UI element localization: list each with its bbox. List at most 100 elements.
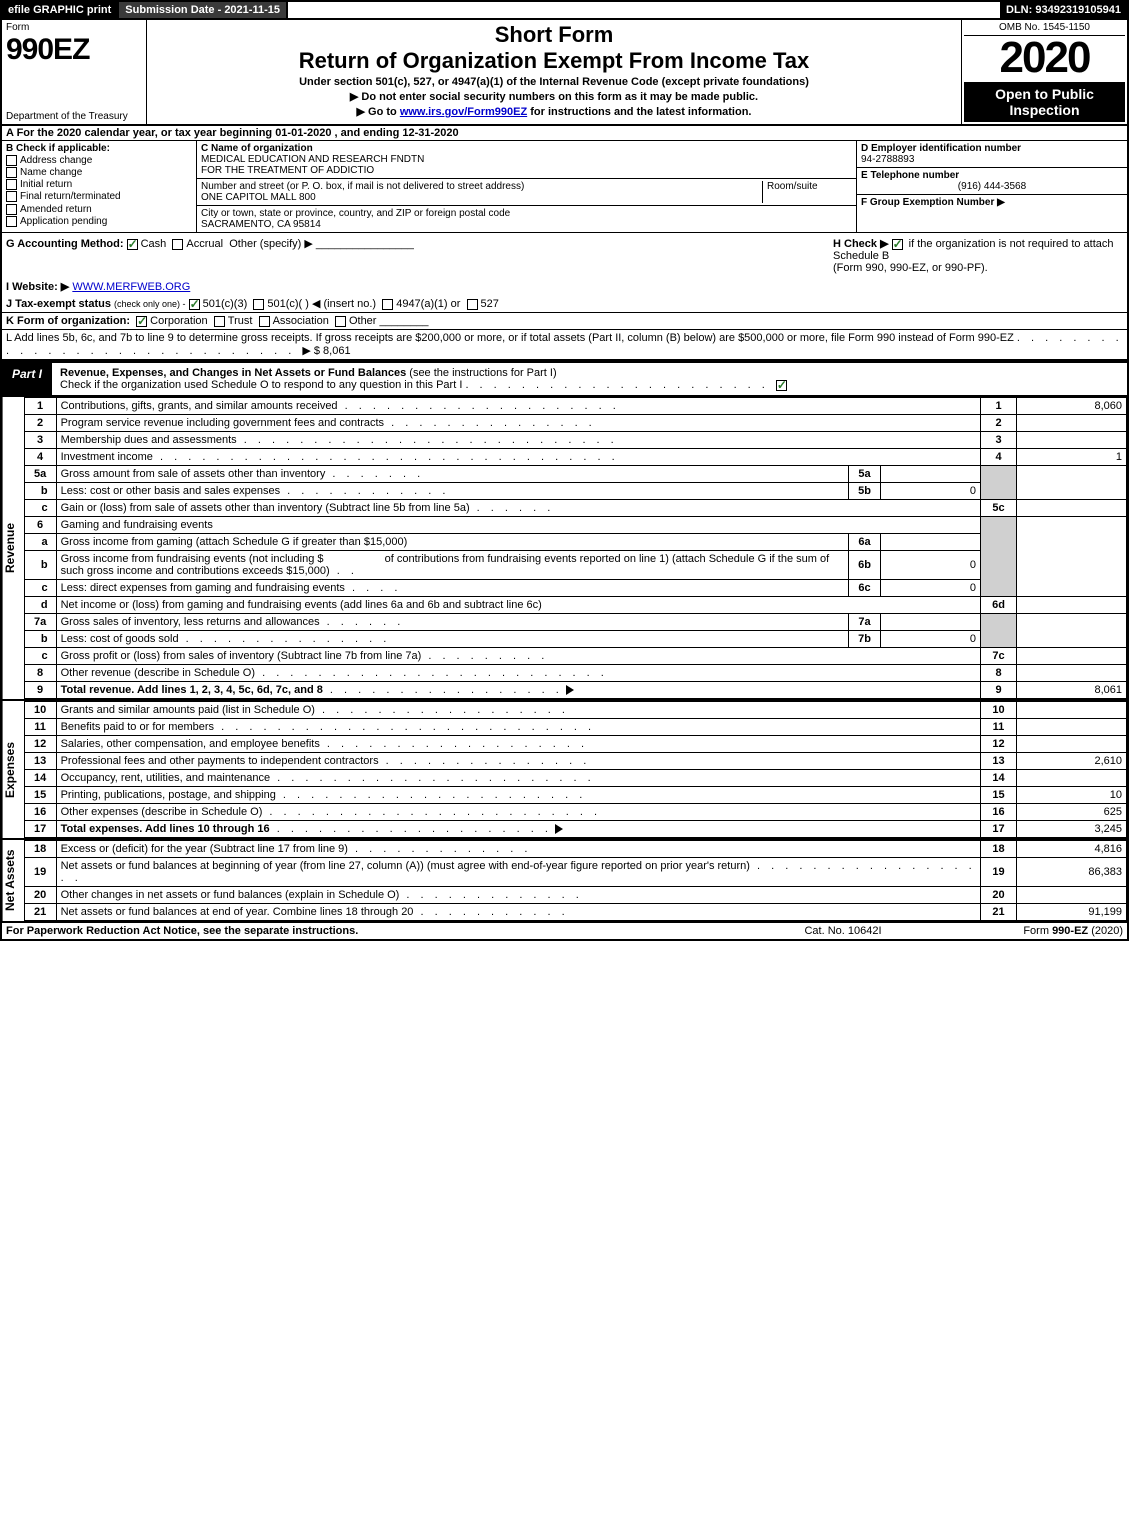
sub3-prefix: ▶ Go to	[357, 106, 400, 118]
phone-cell: E Telephone number (916) 444-3568	[857, 168, 1127, 195]
i-label: I Website: ▶	[6, 281, 69, 293]
line-g: G Accounting Method: Cash Accrual Other …	[6, 237, 833, 274]
tax-year: 2020	[964, 36, 1125, 80]
k-label: K Form of organization:	[6, 315, 130, 327]
box-c: C Name of organization MEDICAL EDUCATION…	[197, 141, 857, 232]
section-a: A For the 2020 calendar year, or tax yea…	[0, 126, 1129, 141]
expenses-section: Expenses 10Grants and similar amounts pa…	[0, 701, 1129, 840]
netassets-section: Net Assets 18Excess or (deficit) for the…	[0, 840, 1129, 923]
spacer	[288, 2, 1000, 18]
arrow-icon	[555, 824, 563, 834]
subtitle-2: ▶ Do not enter social security numbers o…	[153, 90, 955, 103]
footer-right: Form 990-EZ (2020)	[943, 925, 1123, 937]
chk-amended-return[interactable]: Amended return	[6, 204, 192, 215]
subtitle-1: Under section 501(c), 527, or 4947(a)(1)…	[153, 76, 955, 88]
chk-schedule-b[interactable]	[892, 239, 903, 250]
topbar: efile GRAPHIC print Submission Date - 20…	[0, 0, 1129, 20]
part-1-header: Part I Revenue, Expenses, and Changes in…	[0, 361, 1129, 397]
chk-501c[interactable]	[253, 299, 264, 310]
chk-address-change[interactable]: Address change	[6, 155, 192, 166]
line-j: J Tax-exempt status (check only one) - 5…	[0, 295, 1129, 312]
part-1-tab: Part I	[2, 363, 52, 395]
netassets-side-label: Net Assets	[2, 840, 24, 921]
city-value: SACRAMENTO, CA 95814	[201, 219, 852, 230]
part-1-title-text: Revenue, Expenses, and Changes in Net As…	[60, 367, 406, 379]
h-label: H Check ▶	[833, 238, 889, 250]
chk-schedule-o[interactable]	[776, 380, 787, 391]
ein-label: D Employer identification number	[861, 143, 1123, 154]
line-l: L Add lines 5b, 6c, and 7b to line 9 to …	[0, 329, 1129, 361]
chk-corporation[interactable]	[136, 316, 147, 327]
part-1-title: Revenue, Expenses, and Changes in Net As…	[52, 363, 1127, 395]
chk-application-pending[interactable]: Application pending	[6, 216, 192, 227]
h-text3: (Form 990, 990-EZ, or 990-PF).	[833, 262, 988, 274]
org-name-label: C Name of organization	[201, 143, 852, 154]
lines-gh: G Accounting Method: Cash Accrual Other …	[0, 232, 1129, 278]
org-name-cell: C Name of organization MEDICAL EDUCATION…	[197, 141, 856, 179]
l-text: L Add lines 5b, 6c, and 7b to line 9 to …	[6, 332, 1014, 344]
chk-4947[interactable]	[382, 299, 393, 310]
revenue-side-label: Revenue	[2, 397, 24, 699]
l-value: ▶ $ 8,061	[302, 345, 350, 357]
j-sub: (check only one) -	[114, 299, 186, 309]
revenue-table: 1Contributions, gifts, grants, and simil…	[24, 397, 1127, 699]
header-right: OMB No. 1545-1150 2020 Open to Public In…	[962, 20, 1127, 124]
org-name-2: FOR THE TREATMENT OF ADDICTIO	[201, 165, 852, 176]
sub3-suffix: for instructions and the latest informat…	[527, 106, 751, 118]
footer-left: For Paperwork Reduction Act Notice, see …	[6, 925, 743, 937]
header-center: Short Form Return of Organization Exempt…	[147, 20, 962, 124]
chk-name-change[interactable]: Name change	[6, 167, 192, 178]
submission-date: Submission Date - 2021-11-15	[119, 2, 288, 18]
irs-link[interactable]: www.irs.gov/Form990EZ	[400, 106, 527, 118]
chk-accrual[interactable]	[172, 239, 183, 250]
j-label: J Tax-exempt status	[6, 298, 111, 310]
line-h: H Check ▶ if the organization is not req…	[833, 237, 1123, 274]
chk-cash[interactable]	[127, 239, 138, 250]
chk-527[interactable]	[467, 299, 478, 310]
city-cell: City or town, state or province, country…	[197, 206, 856, 232]
street-value: ONE CAPITOL MALL 800	[201, 192, 762, 203]
website-link[interactable]: WWW.MERFWEB.ORG	[72, 281, 190, 293]
subtitle-3: ▶ Go to www.irs.gov/Form990EZ for instru…	[153, 105, 955, 118]
box-b-heading: B Check if applicable:	[6, 143, 192, 154]
g-label: G Accounting Method:	[6, 238, 124, 250]
efile-label: efile GRAPHIC print	[2, 2, 119, 18]
form-header: Form 990EZ Department of the Treasury Sh…	[0, 20, 1129, 126]
chk-other[interactable]	[335, 316, 346, 327]
revenue-section: Revenue 1Contributions, gifts, grants, a…	[0, 397, 1129, 701]
chk-association[interactable]	[259, 316, 270, 327]
netassets-table: 18Excess or (deficit) for the year (Subt…	[24, 840, 1127, 921]
arrow-icon	[566, 685, 574, 695]
footer: For Paperwork Reduction Act Notice, see …	[0, 923, 1129, 941]
form-number: 990EZ	[6, 33, 142, 67]
part-1-check-text: Check if the organization used Schedule …	[60, 379, 462, 391]
short-form-title: Short Form	[153, 22, 955, 48]
org-name-1: MEDICAL EDUCATION AND RESEARCH FNDTN	[201, 154, 852, 165]
chk-final-return[interactable]: Final return/terminated	[6, 191, 192, 202]
city-label: City or town, state or province, country…	[201, 208, 852, 219]
chk-trust[interactable]	[214, 316, 225, 327]
room-label: Room/suite	[762, 181, 852, 203]
box-d: D Employer identification number 94-2788…	[857, 141, 1127, 232]
form-label: Form	[6, 22, 142, 33]
footer-catno: Cat. No. 10642I	[743, 925, 943, 937]
group-label: F Group Exemption Number ▶	[861, 197, 1005, 208]
chk-501c3[interactable]	[189, 299, 200, 310]
group-cell: F Group Exemption Number ▶	[857, 195, 1127, 210]
phone-label: E Telephone number	[861, 170, 1123, 181]
ein-value: 94-2788893	[861, 154, 1123, 165]
street-label: Number and street (or P. O. box, if mail…	[201, 181, 762, 192]
header-left: Form 990EZ Department of the Treasury	[2, 20, 147, 124]
line-k: K Form of organization: Corporation Trus…	[0, 312, 1129, 329]
line-i: I Website: ▶ WWW.MERFWEB.ORG	[0, 278, 1129, 295]
expenses-side-label: Expenses	[2, 701, 24, 838]
part-1-instr: (see the instructions for Part I)	[409, 367, 556, 379]
box-b: B Check if applicable: Address change Na…	[2, 141, 197, 232]
chk-initial-return[interactable]: Initial return	[6, 179, 192, 190]
street-cell: Number and street (or P. O. box, if mail…	[197, 179, 856, 206]
dln: DLN: 93492319105941	[1000, 2, 1127, 18]
dept-label: Department of the Treasury	[6, 111, 142, 122]
sections-bcd: B Check if applicable: Address change Na…	[0, 141, 1129, 232]
ein-cell: D Employer identification number 94-2788…	[857, 141, 1127, 168]
open-public: Open to Public Inspection	[964, 82, 1125, 122]
